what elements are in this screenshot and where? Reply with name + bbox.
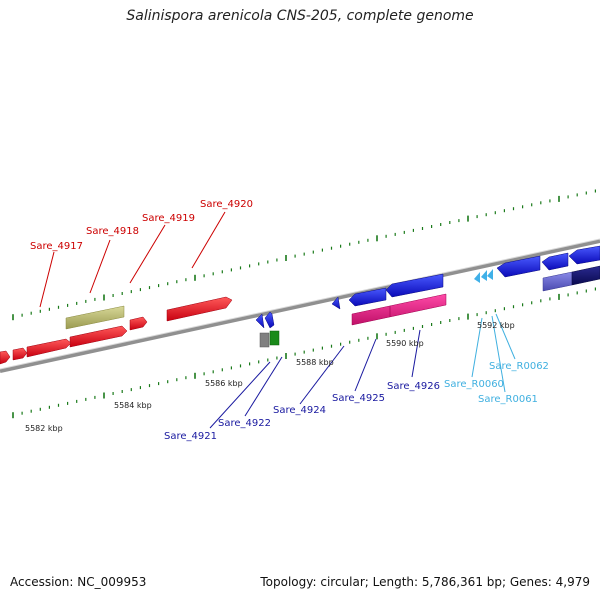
gene-label[interactable]: Sare_4922	[218, 418, 271, 429]
gene-label[interactable]: Sare_4920	[200, 199, 253, 210]
genome-backbone-highlight	[0, 238, 600, 370]
gene-block[interactable]	[264, 311, 275, 329]
gene-label[interactable]: Sare_4924	[273, 405, 326, 416]
genome-backbone	[0, 239, 600, 373]
gene-label[interactable]: Sare_4926	[387, 381, 440, 392]
tick-labels: 5582 kbp 5584 kbp 5586 kbp 5588 kbp 5590…	[25, 321, 515, 433]
tick-label: 5582 kbp	[25, 424, 63, 433]
gene-label[interactable]: Sare_R0060	[444, 379, 504, 390]
map-title: Salinispora arenicola CNS-205, complete …	[126, 8, 474, 24]
gene-label[interactable]: Sare_4918	[86, 226, 139, 237]
gene-block[interactable]	[331, 296, 341, 310]
gene-block[interactable]	[0, 350, 11, 365]
gene-block[interactable]	[542, 271, 573, 292]
gene-block[interactable]	[65, 305, 125, 330]
gene-block[interactable]	[348, 287, 387, 307]
accession-text: Accession: NC_009953	[10, 575, 147, 589]
forward-genes	[0, 293, 447, 365]
gene-block[interactable]	[129, 316, 148, 331]
gene-label[interactable]: Sare_4925	[332, 393, 385, 404]
rna-gene[interactable]	[487, 269, 493, 280]
gene-label[interactable]: Sare_4917	[30, 241, 83, 252]
gene-label[interactable]: Sare_R0061	[478, 394, 538, 405]
tick-tracks	[12, 189, 597, 419]
genome-summary-text: Topology: circular; Length: 5,786,361 bp…	[260, 575, 590, 589]
gene-label[interactable]: Sare_R0062	[489, 361, 549, 372]
gene-block[interactable]	[541, 252, 569, 271]
tick-label: 5584 kbp	[114, 401, 152, 410]
gene-block[interactable]	[385, 273, 444, 298]
tick-label: 5590 kbp	[386, 339, 424, 348]
gene-block[interactable]	[571, 265, 600, 286]
gene-block[interactable]	[496, 255, 541, 278]
gene-block[interactable]	[166, 296, 233, 322]
rna-gene[interactable]	[474, 272, 480, 283]
gene-block[interactable]	[255, 313, 265, 329]
gene-block[interactable]	[351, 293, 447, 326]
tick-label: 5588 kbp	[296, 358, 334, 367]
tick-label: 5592 kbp	[477, 321, 515, 330]
gene-block[interactable]	[568, 245, 600, 265]
tick-label: 5586 kbp	[205, 379, 243, 388]
rna-gene[interactable]	[481, 270, 487, 281]
gene-label[interactable]: Sare_4919	[142, 213, 195, 224]
gene-labels: Sare_4917 Sare_4918 Sare_4919 Sare_4920 …	[30, 199, 549, 442]
reverse-genes	[255, 245, 600, 348]
gene-block[interactable]	[12, 347, 28, 361]
gene-block[interactable]	[259, 332, 270, 348]
gene-block[interactable]	[69, 325, 128, 348]
gene-label[interactable]: Sare_4921	[164, 431, 217, 442]
leader-lines	[39, 211, 516, 429]
gene-block[interactable]	[269, 330, 280, 346]
gene-block[interactable]	[26, 338, 72, 358]
